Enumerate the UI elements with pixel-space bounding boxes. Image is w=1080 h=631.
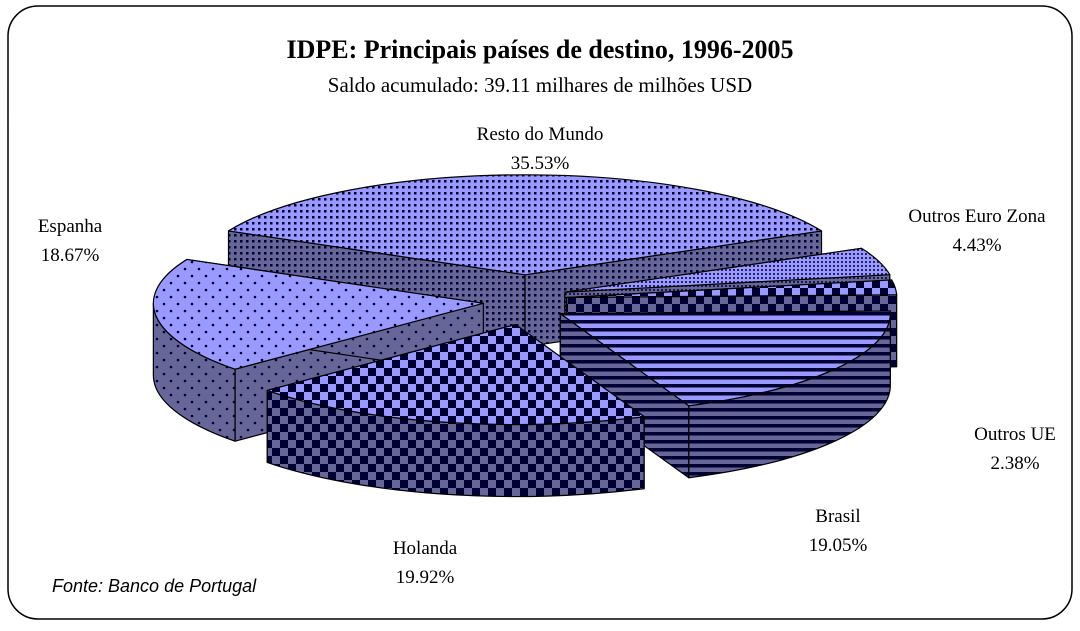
source-note: Fonte: Banco de Portugal [52, 576, 257, 596]
value-label: 2.38% [990, 453, 1039, 474]
slice-label: Outros Euro Zona [908, 206, 1046, 227]
slice-top [564, 247, 891, 293]
slice-top [566, 279, 898, 299]
pie [152, 174, 898, 498]
slice [559, 310, 891, 479]
value-label: 18.67% [41, 245, 100, 266]
slice-label: Holanda [393, 538, 458, 559]
value-label: 19.05% [809, 535, 868, 556]
slice-label: Espanha [38, 216, 103, 237]
slice-label: Brasil [815, 506, 860, 527]
value-label: 19.92% [396, 567, 455, 588]
slice-label: Resto do Mundo [477, 124, 604, 145]
chart-title: IDPE: Principais países de destino, 1996… [286, 35, 793, 64]
chart-subtitle: Saldo acumulado: 39.11 milhares de milhõ… [328, 73, 752, 97]
value-label: 35.53% [511, 153, 570, 174]
value-label: 4.43% [952, 235, 1001, 256]
slice-label: Outros UE [974, 424, 1056, 445]
slice-top [559, 310, 891, 407]
slice [266, 323, 645, 498]
slice-top [266, 323, 645, 426]
slice-top [152, 258, 484, 370]
slice-top [227, 174, 823, 276]
